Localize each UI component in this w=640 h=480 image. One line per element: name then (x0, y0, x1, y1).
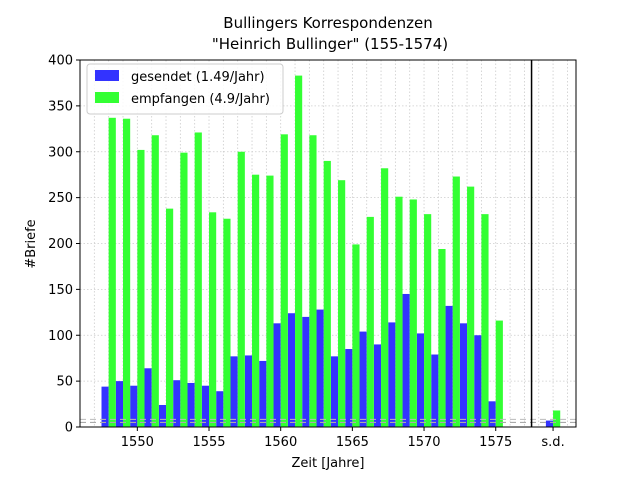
bar-empfangen (381, 168, 389, 427)
bar-empfangen (252, 174, 260, 427)
bar-empfangen (151, 135, 159, 428)
bar-gesendet (287, 313, 296, 427)
x-tick-label: 1560 (264, 435, 297, 450)
legend-label-gesendet: gesendet (1.49/Jahr) (131, 70, 265, 85)
y-tick-label: 350 (48, 99, 73, 114)
y-tick-label: 200 (48, 237, 73, 252)
x-tick-label: 1555 (192, 435, 225, 450)
bar-gesendet (130, 385, 138, 427)
bar-gesendet (101, 386, 109, 427)
bar-empfangen (495, 320, 503, 427)
bar-gesendet (488, 401, 496, 427)
bar-gesendet (402, 293, 410, 427)
legend-box (86, 63, 284, 115)
y-tick-label: 400 (48, 54, 73, 69)
bar-empfangen (452, 176, 460, 427)
bar-gesendet (431, 354, 439, 427)
y-axis-label: #Briefe (24, 219, 39, 268)
bar-empfangen (280, 134, 288, 427)
bar-gesendet (302, 316, 310, 427)
bar-gesendet (459, 323, 468, 427)
legend-swatch-empfangen (95, 92, 119, 103)
bar-empfangen (338, 180, 346, 427)
bar-empfangen (323, 160, 331, 428)
bar-empfangen (266, 175, 274, 427)
chart-title-line2: "Heinrich Bullinger" (155-1574) (212, 35, 448, 53)
legend: gesendet (1.49/Jahr) empfangen (4.9/Jahr… (86, 63, 284, 115)
y-tick-label: 150 (48, 283, 73, 298)
bar-empfangen (166, 208, 174, 427)
bar-gesendet (445, 305, 453, 427)
bar-empfangen (424, 214, 432, 427)
x-tick-label: 1575 (479, 435, 512, 450)
y-tick-label: 300 (48, 145, 73, 160)
x-tick-label: 1570 (407, 435, 440, 450)
legend-label-empfangen: empfangen (4.9/Jahr) (131, 92, 270, 107)
chart-title-line1: Bullingers Korrespondenzen (223, 14, 432, 32)
x-tick-label: 1565 (336, 435, 369, 450)
sd-bar-empfangen (553, 410, 561, 427)
x-tick-label-sd: s.d. (541, 435, 564, 450)
bar-empfangen (438, 249, 446, 427)
bar-empfangen (137, 149, 145, 428)
bar-gesendet (201, 385, 210, 427)
bar-gesendet (416, 333, 425, 427)
bar-empfangen (180, 152, 188, 428)
bar-gesendet (244, 355, 253, 427)
axis-ticks: 0 50 100 150 200 250 300 350 400 1550 1555 1560 1565… (48, 54, 565, 451)
bar-gesendet (216, 391, 224, 427)
bar-empfangen (209, 212, 217, 427)
bar-empfangen (194, 132, 202, 428)
bar-empfangen (108, 117, 116, 428)
bar-empfangen (352, 244, 360, 427)
bar-gesendet (187, 382, 195, 427)
y-tick-label: 0 (65, 421, 73, 436)
legend-swatch-gesendet (95, 70, 119, 81)
x-axis-label: Zeit [Jahre] (292, 456, 365, 471)
bar-empfangen (481, 214, 489, 427)
bar-gesendet (144, 368, 152, 427)
x-tick-label: 1550 (121, 435, 154, 450)
bar-gesendet (388, 322, 396, 427)
y-tick-label: 100 (48, 329, 73, 344)
bar-gesendet (330, 356, 339, 427)
bar-gesendet (273, 323, 281, 427)
bar-gesendet (373, 344, 382, 427)
bar-empfangen (366, 216, 374, 427)
sd-bar-gesendet (545, 420, 554, 427)
bar-gesendet (230, 356, 238, 427)
bar-gesendet (474, 335, 482, 427)
chart-extras (80, 60, 576, 427)
bar-empfangen (237, 151, 245, 427)
bar-gesendet (259, 360, 267, 427)
y-tick-label: 50 (56, 375, 73, 390)
bar-empfangen (295, 75, 303, 427)
bar-gesendet (316, 309, 324, 427)
y-tick-label: 250 (48, 191, 73, 206)
bar-empfangen (395, 196, 403, 427)
bar-gesendet (158, 404, 167, 427)
bar-empfangen (309, 135, 317, 428)
bars (101, 75, 561, 428)
bar-empfangen (467, 186, 475, 427)
bar-gesendet (173, 380, 181, 427)
bar-empfangen (123, 118, 131, 427)
bar-empfangen (409, 199, 417, 427)
bar-empfangen (223, 218, 231, 427)
bar-gesendet (115, 381, 124, 427)
bar-gesendet (359, 331, 367, 427)
bar-gesendet (345, 349, 353, 427)
